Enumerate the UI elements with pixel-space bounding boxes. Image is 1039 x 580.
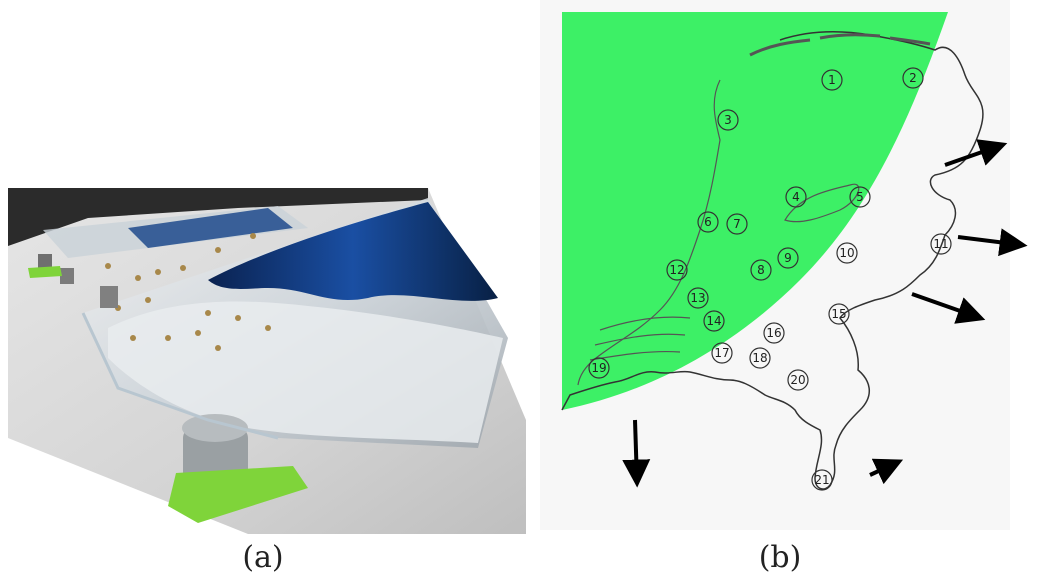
wadden-islands (749, 33, 931, 57)
green-base-far (28, 266, 62, 278)
region-label-12: 12 (669, 263, 684, 277)
region-circle-7 (726, 213, 748, 235)
green-base (168, 466, 308, 523)
caption-b: (b) (758, 540, 802, 575)
region-circle-14 (703, 310, 725, 332)
region-circle-5 (849, 186, 871, 208)
region-circle-20 (787, 369, 809, 391)
main-plate-water (208, 202, 498, 301)
region-circle-17 (711, 342, 733, 364)
region-label-10: 10 (839, 246, 854, 260)
region-label-1: 1 (828, 73, 836, 87)
caption-a: (a) (242, 540, 284, 575)
region-label-17: 17 (714, 346, 729, 360)
arrow-5 (869, 458, 904, 485)
far-plate-water (128, 208, 293, 248)
region-label-14: 14 (706, 314, 721, 328)
region-label-7: 7 (733, 217, 741, 231)
region-label-9: 9 (784, 251, 792, 265)
photo-panel (8, 188, 526, 534)
region-circle-9 (777, 247, 799, 269)
coast-inner (577, 79, 721, 386)
sea-region (562, 12, 948, 410)
region-label-3: 3 (724, 113, 732, 127)
arrow-3 (911, 292, 986, 324)
region-label-18: 18 (752, 351, 767, 365)
plate-edge (81, 312, 279, 440)
region-circle-11 (930, 233, 952, 255)
inland-water (784, 183, 860, 223)
region-circle-1 (821, 69, 843, 91)
background-dark (8, 188, 428, 246)
country-outline (561, 30, 984, 490)
region-circle-19 (588, 357, 610, 379)
region-circle-13 (687, 287, 709, 309)
region-label-20: 20 (790, 373, 805, 387)
sand-area (108, 301, 503, 443)
region-circle-15 (828, 303, 850, 325)
arrow-1 (944, 139, 1008, 167)
region-circle-16 (763, 322, 785, 344)
region-label-16: 16 (766, 326, 781, 340)
arrow-4 (622, 419, 651, 488)
region-circle-12 (666, 259, 688, 281)
region-circle-3 (717, 109, 739, 131)
region-label-5: 5 (856, 190, 864, 204)
region-circle-2 (902, 67, 924, 89)
region-circle-4 (785, 186, 807, 208)
region-label-6: 6 (704, 215, 712, 229)
region-label-8: 8 (757, 263, 765, 277)
region-label-21: 21 (814, 473, 829, 487)
region-circle-18 (749, 347, 771, 369)
region-label-2: 2 (909, 71, 917, 85)
region-circle-6 (697, 211, 719, 233)
region-circle-10 (836, 242, 858, 264)
region-label-19: 19 (591, 361, 606, 375)
region-label-4: 4 (792, 190, 800, 204)
outflow-arrows (622, 139, 1028, 488)
region-label-15: 15 (831, 307, 846, 321)
region-label-11: 11 (933, 237, 948, 251)
arrow-2 (957, 228, 1028, 257)
region-circle-21 (811, 469, 833, 491)
region-label-13: 13 (690, 291, 705, 305)
region-circle-8 (750, 259, 772, 281)
